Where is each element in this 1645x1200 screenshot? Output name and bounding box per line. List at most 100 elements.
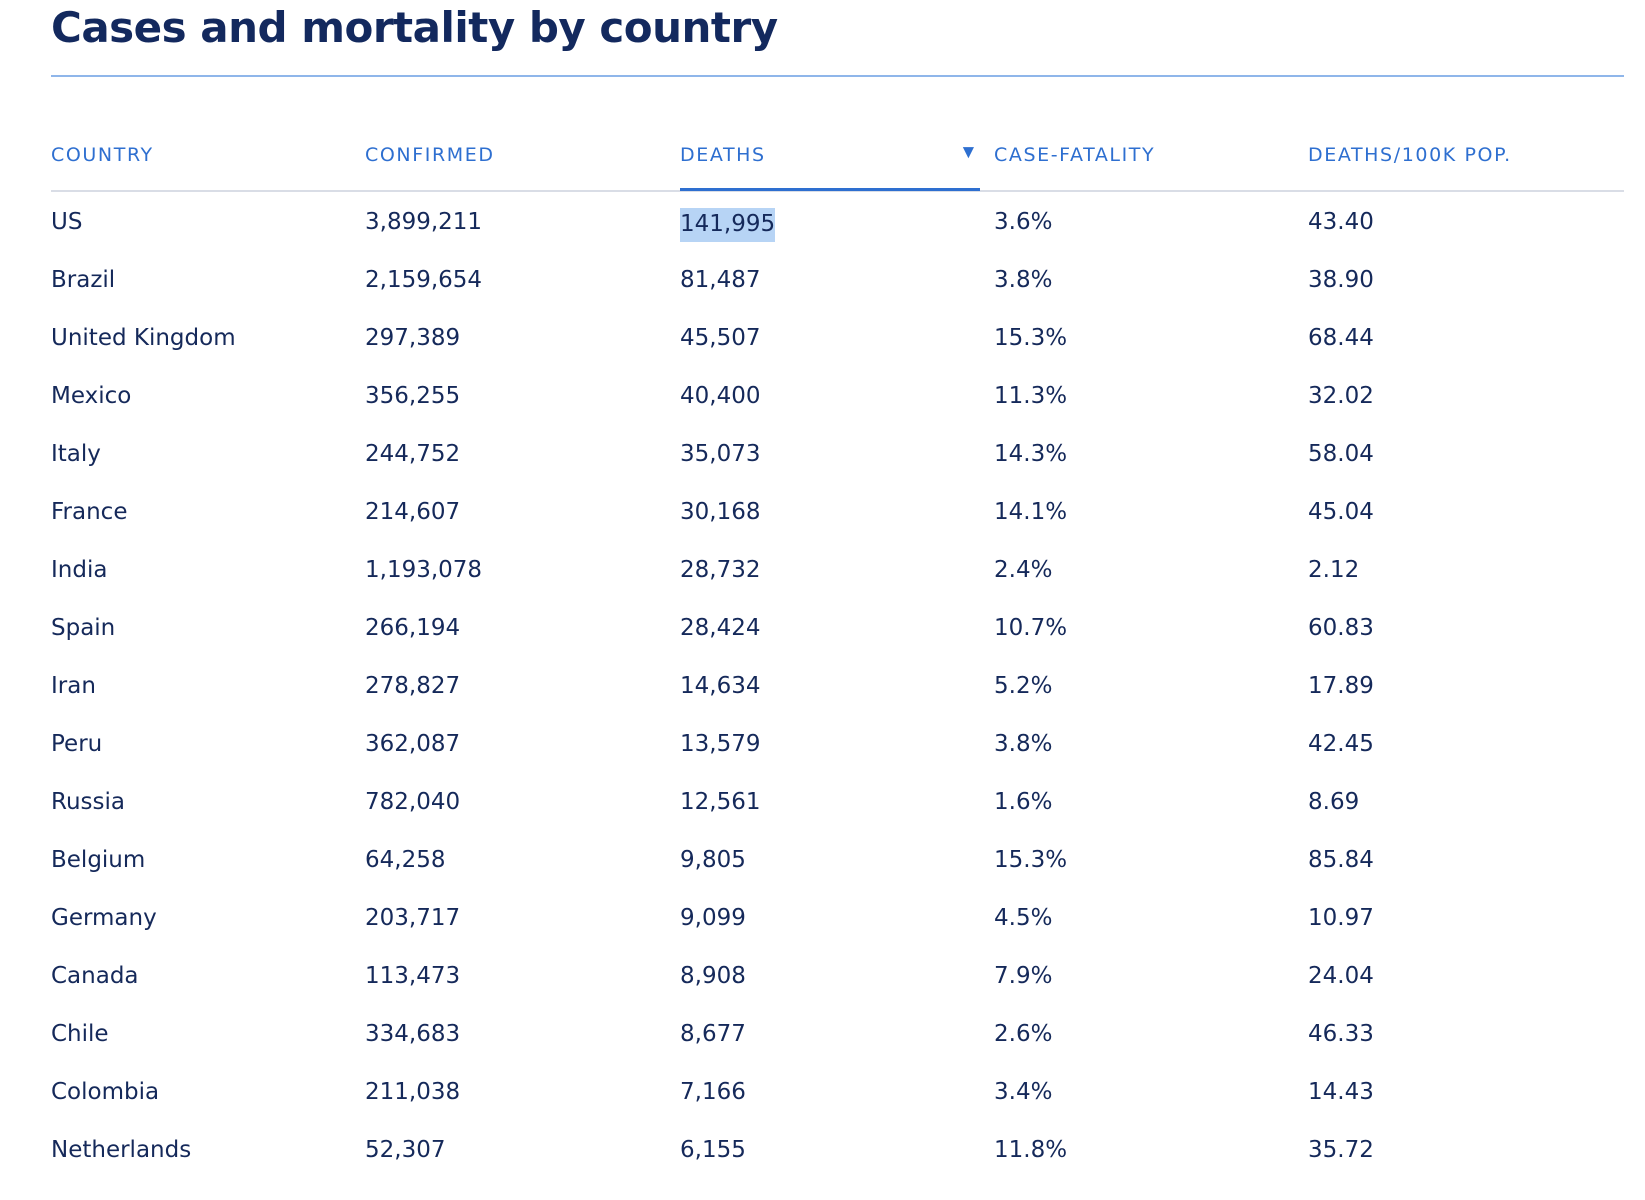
deaths-per-100k-cell: 85.84	[1308, 847, 1374, 873]
case-fatality-cell: 2.6%	[994, 1021, 1053, 1047]
case-fatality-cell: 14.1%	[994, 499, 1068, 525]
table-body: US 3,899,211 141,995 3.6% 43.40 Brazil 2,159,6…	[51, 192, 1624, 1178]
deaths-cell: 141,995	[680, 208, 776, 242]
sort-descending-icon[interactable]: ▼	[959, 142, 978, 163]
deaths-cell: 12,561	[680, 789, 761, 815]
deaths-cell: 9,805	[680, 847, 746, 873]
table-row: Peru 362,087 13,579 3.8% 42.45	[51, 714, 1624, 772]
country-cell: Spain	[51, 615, 116, 641]
country-cell: Brazil	[51, 267, 116, 293]
country-cell: Russia	[51, 789, 125, 815]
confirmed-cell: 244,752	[365, 441, 461, 467]
table-row: Iran 278,827 14,634 5.2% 17.89	[51, 656, 1624, 714]
deaths-per-100k-cell: 45.04	[1308, 499, 1374, 525]
deaths-cell: 28,424	[680, 615, 761, 641]
case-fatality-cell: 3.6%	[994, 209, 1053, 235]
deaths-per-100k-cell: 68.44	[1308, 325, 1374, 351]
deaths-per-100k-cell: 32.02	[1308, 383, 1374, 409]
confirmed-cell: 297,389	[365, 325, 461, 351]
table-row: India 1,193,078 28,732 2.4% 2.12	[51, 540, 1624, 598]
country-cell: India	[51, 557, 108, 583]
deaths-per-100k-cell: 14.43	[1308, 1079, 1374, 1105]
table-row: Colombia 211,038 7,166 3.4% 14.43	[51, 1062, 1624, 1120]
title-divider	[51, 75, 1624, 77]
sort-active-underline	[680, 188, 980, 191]
confirmed-cell: 52,307	[365, 1137, 446, 1163]
table-header: COUNTRY CONFIRMED DEATHS ▼ CASE-FATALITY…	[51, 120, 1624, 192]
deaths-cell: 35,073	[680, 441, 761, 467]
table-row: Spain 266,194 28,424 10.7% 60.83	[51, 598, 1624, 656]
deaths-per-100k-cell: 46.33	[1308, 1021, 1374, 1047]
table-row: Mexico 356,255 40,400 11.3% 32.02	[51, 366, 1624, 424]
table-row: Germany 203,717 9,099 4.5% 10.97	[51, 888, 1624, 946]
confirmed-cell: 1,193,078	[365, 557, 483, 583]
deaths-per-100k-cell: 17.89	[1308, 673, 1374, 699]
case-fatality-cell: 11.8%	[994, 1137, 1068, 1163]
confirmed-cell: 3,899,211	[365, 209, 483, 235]
country-cell: Peru	[51, 731, 103, 757]
table-row: France 214,607 30,168 14.1% 45.04	[51, 482, 1624, 540]
deaths-per-100k-cell: 38.90	[1308, 267, 1374, 293]
case-fatality-cell: 7.9%	[994, 963, 1053, 989]
deaths-cell: 13,579	[680, 731, 761, 757]
table-row: Belgium 64,258 9,805 15.3% 85.84	[51, 830, 1624, 888]
case-fatality-cell: 14.3%	[994, 441, 1068, 467]
deaths-per-100k-cell: 35.72	[1308, 1137, 1374, 1163]
confirmed-cell: 334,683	[365, 1021, 461, 1047]
confirmed-cell: 64,258	[365, 847, 446, 873]
country-cell: Chile	[51, 1021, 109, 1047]
confirmed-cell: 266,194	[365, 615, 461, 641]
deaths-per-100k-cell: 43.40	[1308, 209, 1374, 235]
table-row: US 3,899,211 141,995 3.6% 43.40	[51, 192, 1624, 250]
case-fatality-cell: 1.6%	[994, 789, 1053, 815]
table-row: Canada 113,473 8,908 7.9% 24.04	[51, 946, 1624, 1004]
column-header-case-fatality[interactable]: CASE-FATALITY	[994, 144, 1156, 166]
deaths-cell: 6,155	[680, 1137, 746, 1163]
confirmed-cell: 782,040	[365, 789, 461, 815]
deaths-cell: 9,099	[680, 905, 746, 931]
deaths-cell: 14,634	[680, 673, 761, 699]
case-fatality-cell: 3.8%	[994, 267, 1053, 293]
confirmed-cell: 278,827	[365, 673, 461, 699]
table-row: Netherlands 52,307 6,155 11.8% 35.72	[51, 1120, 1624, 1178]
country-cell: Canada	[51, 963, 139, 989]
case-fatality-cell: 11.3%	[994, 383, 1068, 409]
case-fatality-cell: 15.3%	[994, 325, 1068, 351]
case-fatality-cell: 2.4%	[994, 557, 1053, 583]
table-row: United Kingdom 297,389 45,507 15.3% 68.44	[51, 308, 1624, 366]
case-fatality-cell: 3.4%	[994, 1079, 1053, 1105]
table-row: Chile 334,683 8,677 2.6% 46.33	[51, 1004, 1624, 1062]
column-header-deaths-per-100k[interactable]: DEATHS/100K POP.	[1308, 144, 1512, 166]
deaths-per-100k-cell: 10.97	[1308, 905, 1374, 931]
confirmed-cell: 356,255	[365, 383, 461, 409]
deaths-cell: 8,677	[680, 1021, 746, 1047]
deaths-cell: 40,400	[680, 383, 761, 409]
deaths-cell: 81,487	[680, 267, 761, 293]
country-cell: Mexico	[51, 383, 132, 409]
confirmed-cell: 211,038	[365, 1079, 461, 1105]
confirmed-cell: 214,607	[365, 499, 461, 525]
country-cell: Belgium	[51, 847, 146, 873]
deaths-cell: 7,166	[680, 1079, 746, 1105]
column-header-country[interactable]: COUNTRY	[51, 144, 154, 166]
case-fatality-cell: 10.7%	[994, 615, 1068, 641]
deaths-per-100k-cell: 2.12	[1308, 557, 1360, 583]
deaths-per-100k-cell: 60.83	[1308, 615, 1374, 641]
table-row: Italy 244,752 35,073 14.3% 58.04	[51, 424, 1624, 482]
deaths-per-100k-cell: 8.69	[1308, 789, 1360, 815]
deaths-cell: 30,168	[680, 499, 761, 525]
country-cell: France	[51, 499, 128, 525]
column-header-deaths[interactable]: DEATHS	[680, 144, 766, 166]
case-fatality-cell: 5.2%	[994, 673, 1053, 699]
confirmed-cell: 113,473	[365, 963, 461, 989]
column-header-confirmed[interactable]: CONFIRMED	[365, 144, 495, 166]
case-fatality-cell: 3.8%	[994, 731, 1053, 757]
cases-table: COUNTRY CONFIRMED DEATHS ▼ CASE-FATALITY…	[51, 120, 1624, 1178]
table-row: Brazil 2,159,654 81,487 3.8% 38.90	[51, 250, 1624, 308]
deaths-per-100k-cell: 58.04	[1308, 441, 1374, 467]
deaths-cell: 45,507	[680, 325, 761, 351]
country-cell: US	[51, 209, 83, 235]
page-title: Cases and mortality by country	[51, 3, 778, 52]
case-fatality-cell: 15.3%	[994, 847, 1068, 873]
deaths-cell: 8,908	[680, 963, 746, 989]
